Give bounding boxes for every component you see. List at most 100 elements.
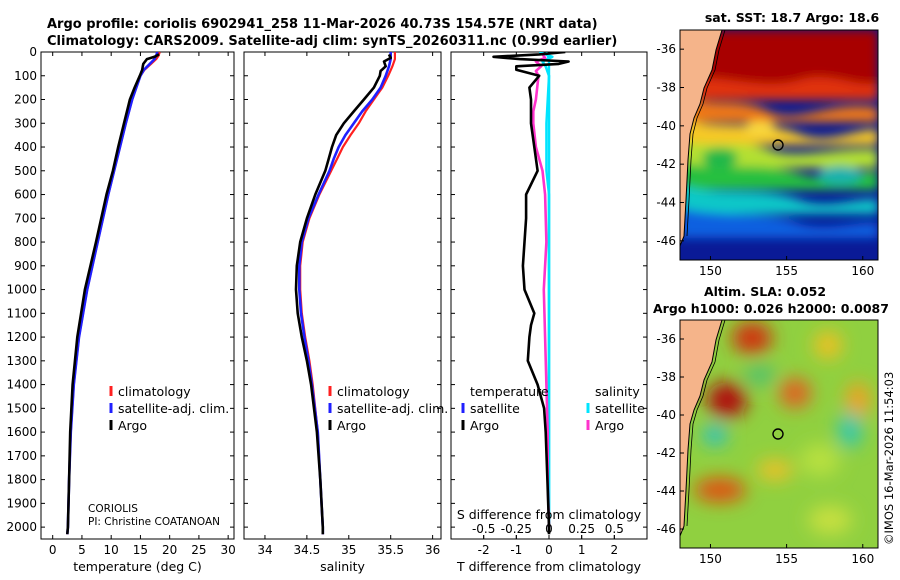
depth-tick-label: 1300 (6, 354, 37, 368)
map-y-tick-label: -40 (656, 119, 676, 133)
x-tick-label: 30 (221, 543, 236, 557)
depth-tick-label: 200 (14, 93, 37, 107)
depth-tick-label: 1700 (6, 449, 37, 463)
legend-label: satellite (595, 401, 645, 416)
x-tick-label: -2 (478, 543, 490, 557)
map-y-tick-label: -42 (656, 157, 676, 171)
s-tick-label: 0.25 (568, 522, 595, 536)
x-tick-label: 2 (611, 543, 619, 557)
sla-map-subtitle: Argo h1000: 0.026 h2000: 0.0087 (653, 301, 889, 316)
x-tick-label: 10 (104, 543, 119, 557)
map-x-tick-label: 150 (699, 264, 722, 278)
x-tick-label: 20 (162, 543, 177, 557)
depth-tick-label: 0 (29, 45, 37, 59)
figure-title-line-1: Argo profile: coriolis 6902941_258 11-Ma… (47, 17, 598, 32)
temperature-profile: 0100200300400500600700800900100011001200… (6, 45, 235, 574)
s-tick-label: 0.5 (605, 522, 624, 536)
map-x-tick-label: 150 (699, 552, 722, 566)
legend-salinity-title: salinity (595, 384, 640, 399)
difference-profile: -2 -1 0 1 2 T difference from climatology S di… (450, 51, 648, 574)
map-y-tick-label: -42 (656, 446, 676, 460)
x-tick-label: 25 (191, 543, 206, 557)
depth-tick-label: 1800 (6, 473, 37, 487)
salinity-profile-frame (243, 51, 442, 540)
depth-tick-label: 1000 (6, 283, 37, 297)
series-group (66, 52, 161, 535)
depth-tick-label: 900 (14, 259, 37, 273)
map-y-tick-label: -44 (656, 196, 676, 210)
depth-tick-label: 300 (14, 116, 37, 130)
sla-map: Altim. SLA: 0.052 Argo h1000: 0.026 h200… (653, 284, 889, 566)
series-line-argo (66, 53, 160, 535)
salinity-profile: 34 34.5 35 35.5 36 salinity climatology satelli… (243, 51, 448, 574)
series-line-temperature-argo (492, 52, 570, 535)
sst-float-marker (772, 139, 784, 151)
x-tick-label: 0 (545, 543, 553, 557)
series-line-satellite-adj-clim- (297, 52, 393, 535)
depth-tick-label: 1200 (6, 330, 37, 344)
sla-field (680, 320, 878, 548)
sst-map: sat. SST: 18.7 Argo: 18.6 150 155 160 -36 -3… (656, 10, 879, 278)
map-y-tick-label: -40 (656, 408, 676, 422)
map-y-tick-label: -44 (656, 484, 676, 498)
map-y-tick-label: -46 (656, 522, 676, 536)
x-tick-label: 34 (257, 543, 272, 557)
x-tick-label: 35 (341, 543, 356, 557)
legend-label: climatology (118, 384, 191, 399)
sst-field (680, 30, 878, 260)
map-x-tick-label: 155 (775, 264, 798, 278)
legend-label: satellite (470, 401, 520, 416)
series-line-climatology (299, 52, 396, 535)
difference-profile-xlabel: T difference from climatology (456, 559, 642, 574)
series-line-salinity-argo (531, 53, 551, 528)
sla-map-title: Altim. SLA: 0.052 (704, 284, 826, 299)
institution-label: CORIOLIS (88, 503, 138, 515)
depth-tick-label: 1400 (6, 378, 37, 392)
legend-label: Argo (595, 418, 624, 433)
depth-tick-label: 1500 (6, 401, 37, 415)
pi-label: PI: Christine COATANOAN (88, 516, 220, 528)
legend-temperature-title: temperature (470, 384, 549, 399)
map-y-tick-label: -36 (656, 332, 676, 346)
x-tick-label: 1 (578, 543, 586, 557)
depth-tick-label: 700 (14, 211, 37, 225)
depth-tick-label: 500 (14, 164, 37, 178)
map-y-tick-label: -36 (656, 42, 676, 56)
s-tick-label: -0.25 (501, 522, 532, 536)
salinity-profile-xlabel: salinity (320, 559, 365, 574)
x-tick-label: 35.5 (377, 543, 404, 557)
x-tick-label: -1 (510, 543, 522, 557)
legend-label: climatology (337, 384, 410, 399)
x-tick-label: 36 (425, 543, 440, 557)
x-tick-label: 0 (49, 543, 57, 557)
s-tick-label: 0 (545, 522, 553, 536)
series-line-argo (294, 53, 393, 535)
sst-map-title: sat. SST: 18.7 Argo: 18.6 (705, 10, 880, 25)
series-group (492, 52, 570, 539)
figure-title-line-2: Climatology: CARS2009. Satellite-adj cli… (47, 34, 617, 49)
map-x-tick-label: 155 (775, 552, 798, 566)
x-tick-label: 5 (78, 543, 86, 557)
depth-tick-label: 600 (14, 188, 37, 202)
map-x-tick-label: 160 (851, 264, 874, 278)
depth-tick-label: 400 (14, 140, 37, 154)
map-y-tick-label: -38 (656, 370, 676, 384)
legend-label: satellite-adj. clim. (337, 401, 448, 416)
sla-float-marker (772, 428, 784, 440)
temperature-profile-frame (40, 51, 235, 540)
temperature-profile-xlabel: temperature (deg C) (73, 559, 202, 574)
depth-tick-label: 1600 (6, 425, 37, 439)
map-y-tick-label: -46 (656, 234, 676, 248)
x-tick-label: 15 (133, 543, 148, 557)
series-group (294, 52, 396, 535)
depth-tick-label: 2000 (6, 520, 37, 534)
depth-tick-label: 100 (14, 69, 37, 83)
s-tick-label: -0.5 (472, 522, 495, 536)
map-x-tick-label: 160 (851, 552, 874, 566)
x-tick-label: 34.5 (294, 543, 321, 557)
legend-label: Argo (470, 418, 499, 433)
legend-label: Argo (118, 418, 147, 433)
series-line-salinity-satellite (545, 52, 551, 528)
